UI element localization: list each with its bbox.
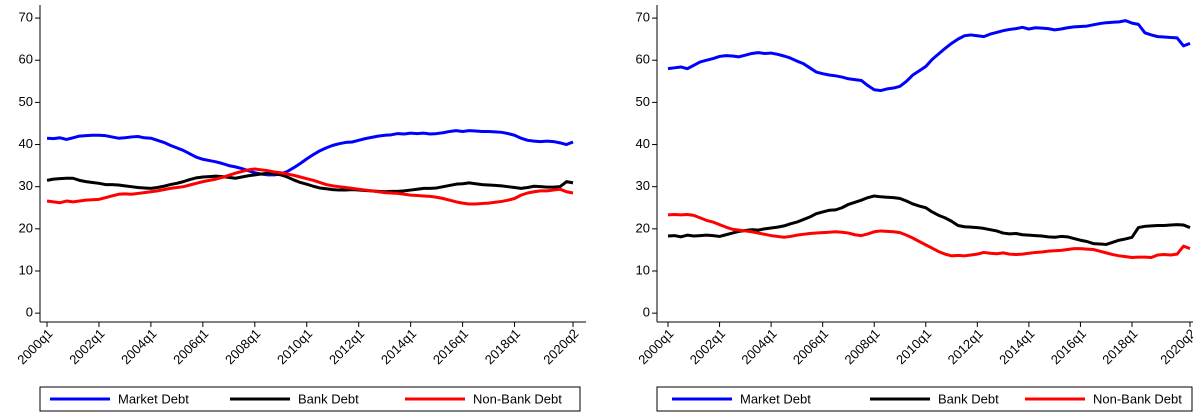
x-tick-label: 2016q1 — [1048, 326, 1089, 367]
y-tick-label: 50 — [636, 94, 650, 109]
x-tick-label: 2020q2 — [1157, 326, 1193, 367]
y-tick-label: 30 — [636, 178, 650, 193]
x-tick-label: 2010q1 — [893, 326, 934, 367]
y-tick-label: 60 — [19, 52, 33, 67]
y-tick-label: 20 — [19, 220, 33, 235]
legend-label: Non-Bank Debt — [1093, 391, 1182, 406]
y-tick-label: 0 — [26, 305, 33, 320]
series-line — [667, 194, 1191, 246]
y-tick-label: 70 — [19, 10, 33, 25]
series-line — [46, 129, 574, 177]
series-line — [667, 213, 1191, 259]
y-tick-label: 50 — [19, 94, 33, 109]
legend-label: Bank Debt — [938, 391, 999, 406]
x-tick-label: 2000q1 — [14, 326, 55, 367]
x-tick-label: 2014q1 — [378, 326, 419, 367]
x-tick-label: 2020q2 — [540, 326, 581, 367]
x-tick-label: 2010q1 — [274, 326, 315, 367]
x-tick-label: 2008q1 — [222, 326, 263, 367]
y-tick-label: 30 — [19, 178, 33, 193]
y-tick-label: 10 — [636, 262, 650, 277]
x-tick-label: 2018q1 — [482, 326, 523, 367]
legend-label: Market Debt — [118, 391, 189, 406]
legend-box — [656, 386, 1193, 412]
y-tick-label: 70 — [636, 10, 650, 25]
x-tick-label: 2018q1 — [1099, 326, 1140, 367]
y-tick-label: 0 — [643, 305, 650, 320]
x-tick-label: 2004q1 — [738, 326, 779, 367]
series-line — [46, 171, 574, 194]
x-tick-label: 2000q1 — [635, 326, 676, 367]
x-tick-label: 2002q1 — [687, 326, 728, 367]
y-tick-label: 60 — [636, 52, 650, 67]
x-tick-label: 2016q1 — [430, 326, 471, 367]
x-tick-label: 2004q1 — [118, 326, 159, 367]
legend-label: Market Debt — [740, 391, 811, 406]
series-line — [667, 19, 1191, 93]
x-tick-label: 2008q1 — [841, 326, 882, 367]
legend-box — [39, 386, 581, 412]
x-tick-label: 2014q1 — [996, 326, 1037, 367]
y-tick-label: 10 — [19, 262, 33, 277]
x-tick-label: 2012q1 — [945, 326, 986, 367]
x-tick-label: 2012q1 — [326, 326, 367, 367]
legend-label: Bank Debt — [298, 391, 359, 406]
x-tick-label: 2006q1 — [170, 326, 211, 367]
y-tick-label: 20 — [636, 220, 650, 235]
x-tick-label: 2006q1 — [790, 326, 831, 367]
legend-label: Non-Bank Debt — [473, 391, 562, 406]
y-tick-label: 40 — [636, 136, 650, 151]
series-line — [46, 167, 574, 206]
y-tick-label: 40 — [19, 136, 33, 151]
x-tick-label: 2002q1 — [66, 326, 107, 367]
